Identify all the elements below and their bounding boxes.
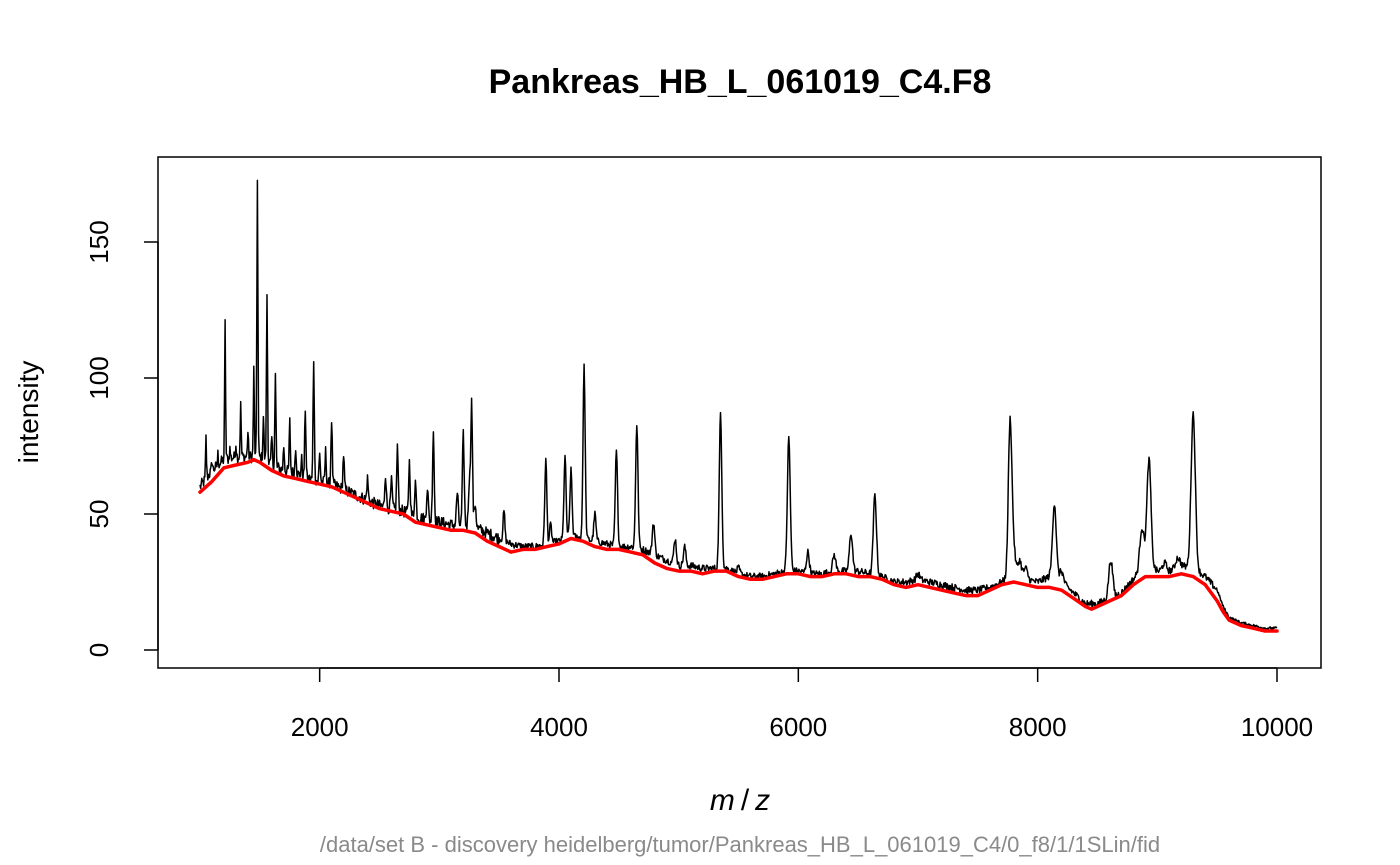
raw-spectrum-line [199, 179, 1278, 631]
y-tick-label: 50 [84, 500, 114, 529]
x-tick-label: 8000 [1009, 712, 1067, 742]
file-path-subtitle: /data/set B - discovery heidelberg/tumor… [320, 832, 1160, 857]
x-tick-label: 10000 [1241, 712, 1313, 742]
x-tick-label: 2000 [291, 712, 349, 742]
x-axis-label-m: m [710, 784, 735, 817]
smoothed-baseline-line [198, 457, 1279, 633]
series-layer [198, 179, 1279, 633]
x-axis: 2000 4000 6000 8000 10000 [291, 667, 1313, 742]
x-axis-label: m / z [710, 784, 770, 817]
y-axis: 0 50 100 150 [84, 220, 159, 657]
y-tick-label: 150 [84, 220, 114, 263]
x-tick-label: 4000 [530, 712, 588, 742]
y-axis-label: intensity [13, 361, 44, 464]
x-tick-label: 6000 [769, 712, 827, 742]
plot-frame [157, 156, 1322, 669]
y-tick-label: 100 [84, 356, 114, 399]
x-axis-label-z: z [754, 784, 770, 817]
x-axis-label-slash: / [741, 784, 750, 817]
chart-title: Pankreas_HB_L_061019_C4.F8 [489, 63, 992, 101]
y-tick-label: 0 [84, 643, 114, 657]
